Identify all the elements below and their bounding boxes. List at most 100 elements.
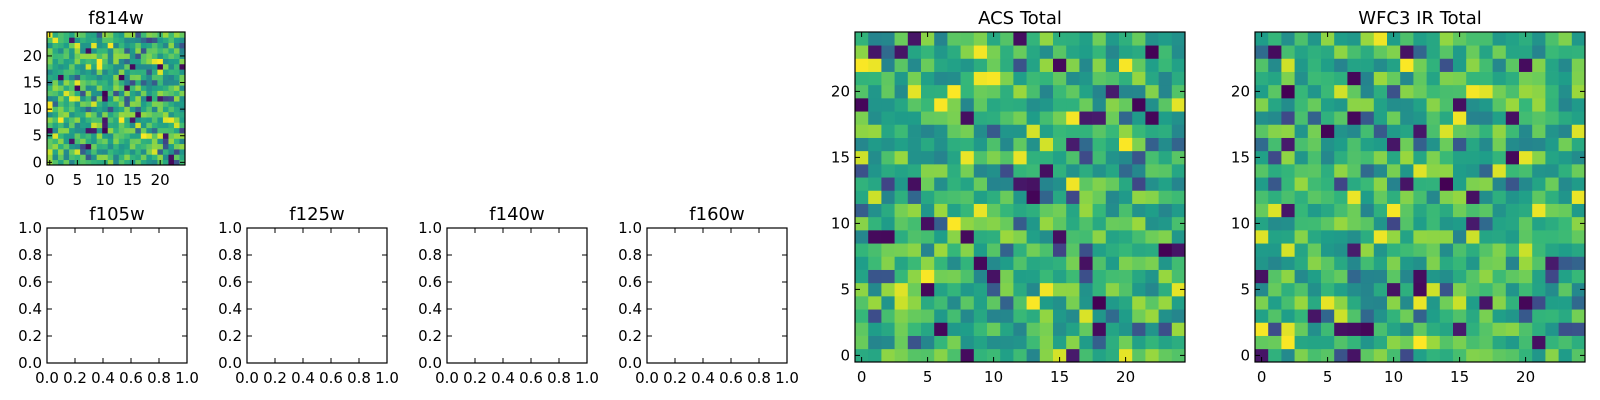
heatmap-cell xyxy=(1558,71,1573,86)
heatmap-cell xyxy=(107,138,114,145)
heatmap-cell xyxy=(107,122,114,129)
heatmap-cell xyxy=(63,79,70,86)
heatmap-cell xyxy=(80,79,86,86)
heatmap-cell xyxy=(1132,45,1146,59)
heatmap-cell xyxy=(868,243,882,257)
heatmap-cell xyxy=(934,203,948,218)
heatmap-cell xyxy=(1281,111,1295,125)
heatmap-cell xyxy=(1145,282,1159,297)
heatmap-cell xyxy=(960,309,975,323)
heatmap-cell xyxy=(1373,348,1388,363)
heatmap-cell xyxy=(1387,177,1401,191)
heatmap-cell xyxy=(907,137,922,152)
heatmap-cell xyxy=(162,95,169,102)
heatmap-cell xyxy=(1026,32,1041,46)
heatmap-cell xyxy=(113,149,120,155)
heatmap-cell xyxy=(934,322,948,336)
heatmap-cell xyxy=(1066,335,1080,350)
heatmap-cell xyxy=(907,190,922,204)
heatmap-cell xyxy=(855,256,869,270)
heatmap-cell xyxy=(140,159,147,166)
heatmap-cell xyxy=(1268,296,1282,310)
heatmap-cell xyxy=(1360,322,1375,336)
heatmap-cell xyxy=(1132,190,1146,204)
heatmap-cell xyxy=(1000,177,1014,191)
heatmap-cell xyxy=(1426,309,1441,323)
heatmap-cell xyxy=(1373,32,1388,46)
heatmap-cell xyxy=(58,149,64,155)
heatmap-cell xyxy=(1426,322,1441,336)
heatmap-cell xyxy=(151,111,158,118)
heatmap-cell xyxy=(140,74,147,81)
heatmap-cell xyxy=(1453,137,1467,152)
heatmap-cell xyxy=(1334,84,1348,99)
heatmap-cell xyxy=(1360,243,1375,257)
panel-title: f160w xyxy=(689,204,744,225)
y-tick-label: 0.8 xyxy=(218,246,242,264)
heatmap-cell xyxy=(140,90,147,97)
heatmap-cell xyxy=(1519,256,1533,270)
heatmap-cell xyxy=(881,348,895,363)
panel-title: WFC3 IR Total xyxy=(1358,8,1481,29)
heatmap-cell xyxy=(74,117,81,123)
heatmap-cell xyxy=(96,138,103,145)
heatmap-cell xyxy=(1066,256,1080,270)
heatmap-cell xyxy=(1255,177,1269,191)
heatmap-cell xyxy=(102,127,109,134)
heatmap-cell xyxy=(894,32,909,46)
heatmap-cell xyxy=(96,101,103,107)
heatmap-cell xyxy=(1145,216,1159,231)
heatmap-cell xyxy=(960,124,975,138)
axes-frame xyxy=(646,227,788,364)
heatmap-cell xyxy=(1400,335,1414,350)
heatmap-cell xyxy=(855,335,869,350)
heatmap-cell xyxy=(921,322,935,336)
heatmap-cell xyxy=(162,74,169,81)
heatmap-cell xyxy=(124,58,131,65)
heatmap-cell xyxy=(1132,230,1146,244)
heatmap-cell xyxy=(47,37,53,43)
heatmap-cell xyxy=(1294,58,1309,72)
heatmap-cell xyxy=(85,143,92,150)
heatmap-cell xyxy=(1571,243,1586,257)
heatmap-cell xyxy=(157,74,164,81)
heatmap-cell xyxy=(1347,71,1361,86)
heatmap-cell xyxy=(1079,177,1093,191)
heatmap-cell xyxy=(91,143,98,150)
heatmap-cell xyxy=(58,90,64,97)
heatmap-cell xyxy=(1026,269,1041,284)
heatmap-cell xyxy=(1294,322,1309,336)
heatmap-cell xyxy=(1092,296,1107,310)
heatmap-cell xyxy=(1400,309,1414,323)
heatmap-cell xyxy=(52,133,59,139)
heatmap-cell xyxy=(1439,84,1454,99)
heatmap-cell xyxy=(107,42,114,49)
heatmap-cell xyxy=(80,58,86,65)
heatmap-cell xyxy=(1505,269,1520,284)
heatmap-cell xyxy=(1105,282,1120,297)
heatmap-cell xyxy=(173,154,180,161)
heatmap-cell xyxy=(140,63,147,70)
heatmap-cell xyxy=(1294,111,1309,125)
heatmap-cell xyxy=(173,74,180,81)
heatmap-cell xyxy=(1373,137,1388,152)
heatmap-cell xyxy=(80,143,86,150)
heatmap-cell xyxy=(1145,269,1159,284)
heatmap-cell xyxy=(934,71,948,86)
heatmap-cell xyxy=(1066,71,1080,86)
heatmap-cell xyxy=(1387,32,1401,46)
heatmap-cell xyxy=(947,243,961,257)
heatmap-cell xyxy=(987,84,1001,99)
heatmap-cell xyxy=(1347,243,1361,257)
heatmap-cell xyxy=(1171,296,1186,310)
heatmap-cell xyxy=(987,230,1001,244)
heatmap-cell xyxy=(1558,348,1573,363)
heatmap-cell xyxy=(1039,32,1054,46)
y-tick-label: 20 xyxy=(1231,82,1250,100)
heatmap-cell xyxy=(1479,164,1493,178)
heatmap-cell xyxy=(1105,203,1120,218)
heatmap-cell xyxy=(1294,84,1309,99)
heatmap-cell xyxy=(1132,71,1146,86)
heatmap-cell xyxy=(58,111,64,118)
heatmap-cell xyxy=(91,47,98,54)
